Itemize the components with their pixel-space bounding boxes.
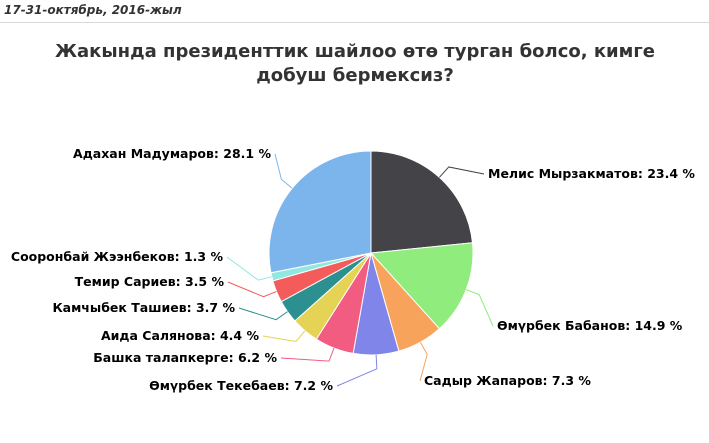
- connector-line-сооронбай-жээнбеков: [226, 256, 272, 281]
- pie-slices: [268, 150, 474, 356]
- data-label-өмүрбек-текебаев: Өмүрбек Текебаев: 7.2 %: [149, 378, 333, 393]
- data-label-өмүрбек-бабанов: Өмүрбек Бабанов: 14.9 %: [497, 318, 683, 333]
- connector-line-камчыбек-ташиев: [238, 307, 288, 321]
- connector-line-башка-талапкерге: [280, 347, 335, 362]
- pie-slice-мелис-мырзакматов[interactable]: [370, 150, 474, 254]
- connector-line-аида-салянова: [262, 330, 306, 342]
- connector-line-мелис-мырзакматов: [439, 166, 485, 178]
- data-label-мелис-мырзакматов: Мелис Мырзакматов: 23.4 %: [488, 166, 695, 181]
- data-label-темир-сариев: Темир Сариев: 3.5 %: [75, 274, 225, 289]
- data-label-аида-салянова: Аида Салянова: 4.4 %: [101, 328, 260, 343]
- connector-line-өмүрбек-бабанов: [466, 289, 494, 327]
- pie-slice-адахан-мадумаров[interactable]: [268, 150, 372, 274]
- connector-line-адахан-мадумаров: [274, 153, 293, 189]
- connector-line-темир-сариев: [227, 281, 277, 298]
- date-range-label: 17-31-октябрь, 2016-жыл: [4, 3, 182, 17]
- chart-title: Жакында президенттик шайлоо өтө турган б…: [54, 41, 655, 86]
- data-label-башка-талапкерге: Башка талапкерге: 6.2 %: [93, 350, 277, 365]
- data-label-камчыбек-ташиев: Камчыбек Ташиев: 3.7 %: [52, 300, 235, 315]
- connector-line-өмүрбек-текебаев: [336, 354, 378, 387]
- header-bar: 17-31-октябрь, 2016-жыл: [0, 0, 709, 23]
- data-label-адахан-мадумаров: Адахан Мадумаров: 28.1 %: [73, 146, 271, 161]
- data-label-сооронбай-жээнбеков: Сооронбай Жээнбеков: 1.3 %: [11, 249, 224, 264]
- data-labels: Мелис Мырзакматов: 23.4 % Өмүрбек Бабанов…: [11, 146, 696, 393]
- connector-line-садыр-жапаров: [419, 341, 428, 382]
- data-label-садыр-жапаров: Садыр Жапаров: 7.3 %: [424, 373, 591, 388]
